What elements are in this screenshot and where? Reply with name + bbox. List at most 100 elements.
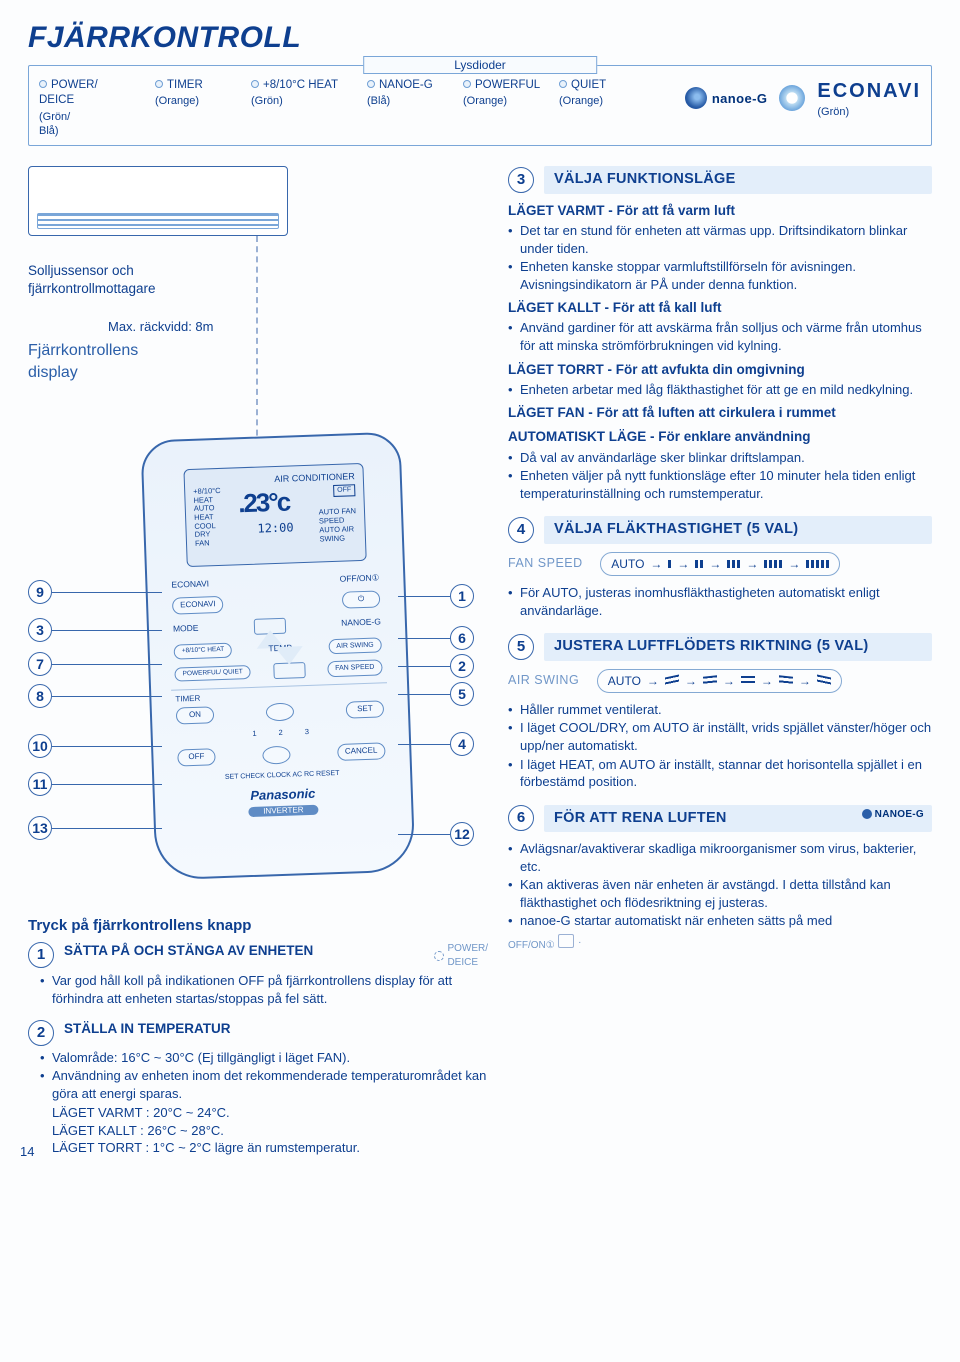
step-1-title: SÄTTA PÅ OCH STÄNGA AV ENHETEN bbox=[64, 942, 424, 960]
step-2-b1: Valområde: 16°C ~ 30°C (Ej tillgängligt … bbox=[40, 1049, 488, 1067]
timer-on-button[interactable]: ON bbox=[176, 707, 215, 725]
led-nanoeg: NANOE-G (Blå) bbox=[367, 78, 459, 109]
timer-cancel-button[interactable]: CANCEL bbox=[337, 743, 386, 761]
sec6-b3: nanoe-G startar automatiskt när enheten … bbox=[508, 912, 932, 930]
fan-speed-options: AUTO→ → → → → bbox=[600, 552, 840, 576]
sec3-torrt-b1: Enheten arbetar med låg fläkthastighet f… bbox=[508, 381, 932, 399]
econavi-button[interactable]: ECONAVI bbox=[172, 597, 224, 616]
remote-illustration: AIR CONDITIONER OFF +8/10°C HEAT AUTO HE… bbox=[140, 432, 415, 881]
sec-5-title: JUSTERA LUFTFLÖDETS RIKTNING (5 VAL) bbox=[544, 633, 932, 661]
sec-5-head: 5 JUSTERA LUFTFLÖDETS RIKTNING (5 VAL) bbox=[508, 633, 932, 661]
led-power: POWER/ DEICE (Grön/ Blå) bbox=[39, 78, 151, 140]
page-title: FJÄRRKONTROLL bbox=[28, 18, 932, 59]
sec3-h-fan: LÄGET FAN - För att få luften att cirkul… bbox=[508, 404, 932, 422]
inverter-badge: INVERTER bbox=[248, 804, 318, 817]
sec3-varmt-b1: Det tar en stund för enheten att värmas … bbox=[508, 222, 932, 257]
callout-3: 3 bbox=[28, 618, 52, 642]
sec3-varmt-b2: Enheten kanske stoppar varmluftstillförs… bbox=[508, 258, 932, 293]
callout-6: 6 bbox=[450, 626, 474, 650]
step-2-l4: LÄGET KALLT : 26°C ~ 28°C. bbox=[52, 1122, 488, 1140]
left-instructions: Tryck på fjärrkontrollens knapp 1 SÄTTA … bbox=[28, 916, 488, 1157]
remote-screen: AIR CONDITIONER OFF +8/10°C HEAT AUTO HE… bbox=[183, 463, 366, 567]
powerful-quiet-button[interactable]: POWERFUL/ QUIET bbox=[174, 665, 251, 682]
econavi-logo: ECONAVI bbox=[817, 78, 921, 105]
timer-up-button[interactable] bbox=[266, 703, 295, 722]
brand-row: nanoe-G ECONAVI (Grön) bbox=[655, 78, 921, 120]
sec5-b3: I läget HEAT, om AUTO är inställt, stann… bbox=[508, 756, 932, 791]
callout-9: 9 bbox=[28, 580, 52, 604]
callout-8: 8 bbox=[28, 684, 52, 708]
nanoe-swirl-icon bbox=[685, 87, 707, 109]
temp-up-button[interactable] bbox=[254, 618, 287, 635]
heat810-button[interactable]: +8/10°C HEAT bbox=[174, 643, 233, 660]
remote-buttons: ECONAVI OFF/ON① ECONAVI⏻ MODE NANOE-G +8… bbox=[171, 573, 387, 820]
sec3-h-torrt: LÄGET TORRT - För att avfukta din omgivn… bbox=[508, 361, 932, 379]
econavi-icon bbox=[779, 85, 805, 111]
sec5-b2: I läget COOL/DRY, om AUTO är inställt, v… bbox=[508, 719, 932, 754]
sec-4-title: VÄLJA FLÄKTHASTIGHET (5 VAL) bbox=[544, 516, 932, 544]
sec-4-num: 4 bbox=[508, 517, 534, 543]
led-legend-title: Lysdioder bbox=[363, 56, 597, 74]
led-legend-box: Lysdioder POWER/ DEICE (Grön/ Blå) TIMER… bbox=[28, 65, 932, 147]
led-powerful: POWERFUL (Orange) bbox=[463, 78, 555, 109]
ac-unit-icon bbox=[28, 166, 288, 236]
sec6-b2: Kan aktiveras även när enheten är avstän… bbox=[508, 876, 932, 911]
instr-header: Tryck på fjärrkontrollens knapp bbox=[28, 916, 488, 936]
step-2-title: STÄLLA IN TEMPERATUR bbox=[64, 1020, 488, 1038]
led-row: POWER/ DEICE (Grön/ Blå) TIMER (Orange) … bbox=[39, 78, 921, 140]
airswing-button[interactable]: AIR SWING bbox=[328, 637, 382, 654]
callout-2: 2 bbox=[450, 654, 474, 678]
callout-12: 12 bbox=[450, 822, 474, 846]
range-label: Max. räckvidd: 8m bbox=[108, 318, 213, 336]
offon-chip: OFF/ON① bbox=[508, 939, 555, 953]
callout-1: 1 bbox=[450, 584, 474, 608]
sec3-h-auto: AUTOMATISKT LÄGE - För enklare användnin… bbox=[508, 428, 932, 446]
callout-13: 13 bbox=[28, 816, 52, 840]
step-2-num: 2 bbox=[28, 1020, 54, 1046]
led-timer: TIMER (Orange) bbox=[155, 78, 247, 109]
step-1-row: 1 SÄTTA PÅ OCH STÄNGA AV ENHETEN POWER/ … bbox=[28, 942, 488, 969]
power-deice-icon: POWER/ DEICE bbox=[434, 942, 488, 969]
nanoe-mini-icon: NANOE-G bbox=[862, 808, 924, 822]
signal-line bbox=[256, 236, 258, 456]
sec-6-num: 6 bbox=[508, 805, 534, 831]
callout-4: 4 bbox=[450, 732, 474, 756]
sec6-b1: Avlägsnar/avaktiverar skadliga mikroorga… bbox=[508, 840, 932, 875]
step-1-num: 1 bbox=[28, 942, 54, 968]
air-swing-label: AIR SWING bbox=[508, 672, 579, 689]
sec3-h-varmt: LÄGET VARMT - För att få varm luft bbox=[508, 202, 932, 220]
sec3-kallt-b1: Använd gardiner för att avskärma från so… bbox=[508, 319, 932, 354]
brand-label: Panasonic bbox=[179, 783, 387, 808]
callout-5: 5 bbox=[450, 682, 474, 706]
sec4-b1: För AUTO, justeras inomhusfläkthastighet… bbox=[508, 584, 932, 619]
sec-3-num: 3 bbox=[508, 167, 534, 193]
sec3-auto-b1: Då val av användarläge sker blinkar drif… bbox=[508, 449, 932, 467]
callout-11: 11 bbox=[28, 772, 52, 796]
sec5-b1: Håller rummet ventilerat. bbox=[508, 701, 932, 719]
fan-speed-label: FAN SPEED bbox=[508, 555, 583, 572]
step-2-l5: LÄGET TORRT : 1°C ~ 2°C lägre än rumstem… bbox=[52, 1139, 488, 1157]
offon-button[interactable]: ⏻ bbox=[342, 591, 381, 609]
timer-set-button[interactable]: SET bbox=[346, 701, 385, 719]
sec-4-head: 4 VÄLJA FLÄKTHASTIGHET (5 VAL) bbox=[508, 516, 932, 544]
sec-6-head: 6 FÖR ATT RENA LUFTEN NANOE-G bbox=[508, 805, 932, 833]
led-quiet: QUIET (Orange) bbox=[559, 78, 651, 109]
temp-down-button[interactable] bbox=[273, 662, 306, 679]
offon-square: . bbox=[558, 934, 581, 948]
sec-3-head: 3 VÄLJA FUNKTIONSLÄGE bbox=[508, 166, 932, 194]
air-swing-row: AIR SWING AUTO→ → → → → bbox=[508, 669, 932, 693]
step-1-b1: Var god håll koll på indikationen OFF på… bbox=[40, 972, 488, 1007]
led-810heat: +8/10°C HEAT (Grön) bbox=[251, 78, 363, 109]
sec3-auto-b2: Enheten väljer på nytt funktionsläge eft… bbox=[508, 467, 932, 502]
econavi-color: (Grön) bbox=[817, 105, 849, 120]
sec-5-num: 5 bbox=[508, 634, 534, 660]
fanspeed-button[interactable]: FAN SPEED bbox=[327, 660, 383, 677]
unit-illustration: Solljussensor och fjärrkontrollmottagare… bbox=[28, 166, 488, 906]
step-2-row: 2 STÄLLA IN TEMPERATUR bbox=[28, 1020, 488, 1046]
callout-10: 10 bbox=[28, 734, 52, 758]
sec-6-title: FÖR ATT RENA LUFTEN NANOE-G bbox=[544, 805, 932, 833]
timer-off-button[interactable]: OFF bbox=[177, 749, 216, 767]
air-swing-options: AUTO→ → → → → bbox=[597, 669, 842, 693]
timer-down-button[interactable] bbox=[262, 745, 291, 764]
step-2-l3: LÄGET VARMT : 20°C ~ 24°C. bbox=[52, 1104, 488, 1122]
